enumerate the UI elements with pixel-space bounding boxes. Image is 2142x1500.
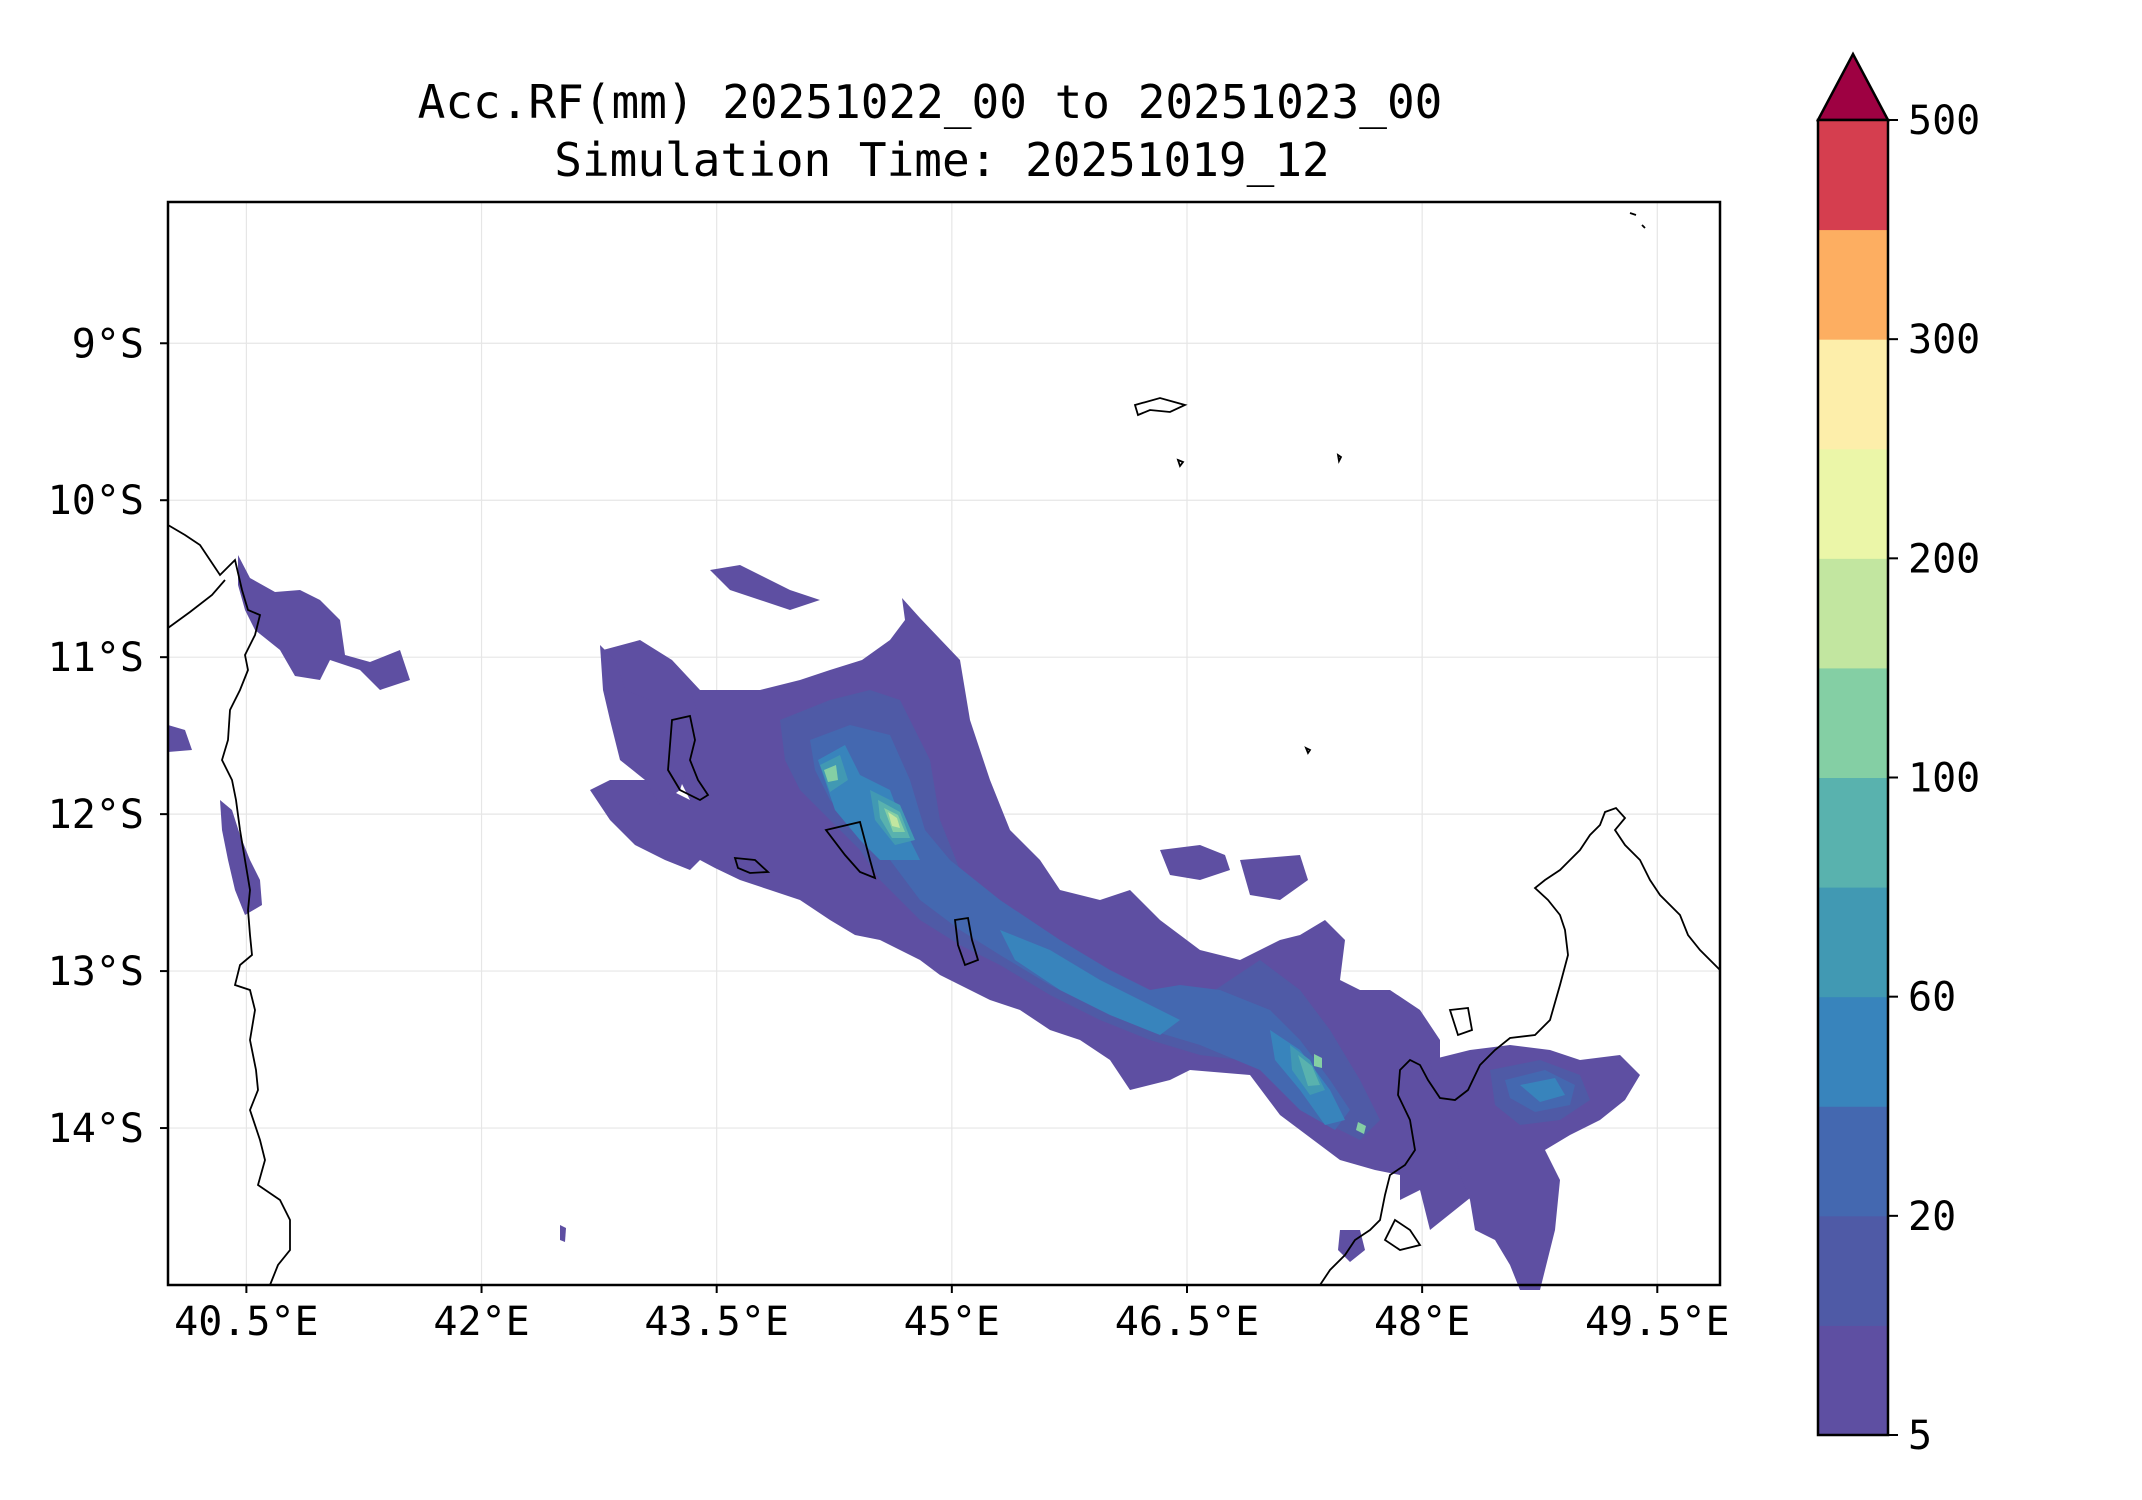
colorbar-segment (1818, 887, 1888, 998)
map-panel: 40.5°E 42°E 43.5°E 45°E 46.5°E 48°E 49.5°E 9°S… (48, 200, 1730, 1345)
y-tick-label: 10°S (48, 478, 144, 524)
title-line-2: Simulation Time: 20251019_12 (554, 133, 1329, 187)
x-tick-label: 49.5°E (1585, 1299, 1730, 1345)
coast-mayotte (954, 916, 980, 967)
colorbar-tick-label: 200 (1908, 536, 1980, 582)
colorbar-segment (1818, 1215, 1888, 1326)
rainfall-field (168, 555, 1640, 1290)
x-tick-label: 40.5°E (174, 1299, 319, 1345)
rain-patch-comoros-west (600, 645, 700, 805)
coast-africa-mainland (167, 524, 291, 1286)
rain-band-east (1430, 1045, 1640, 1290)
y-tick-label: 11°S (48, 635, 144, 681)
colorbar: 5 20 60 100 200 300 500 (1815, 51, 1980, 1459)
colorbar-segment (1818, 1325, 1888, 1436)
x-tick-label: 48°E (1374, 1299, 1470, 1345)
colorbar-segment (1818, 1106, 1888, 1217)
coast-mwali (733, 856, 771, 874)
colorbar-segment (1818, 996, 1888, 1107)
rain-level-3 (810, 725, 1350, 1130)
rain-patch-west-coast (220, 800, 262, 915)
x-tick-label: 46.5°E (1115, 1299, 1260, 1345)
rain-patch-small-3 (1160, 845, 1230, 880)
rain-level-7c (1314, 1054, 1322, 1068)
colorbar-segment (1818, 229, 1888, 340)
coast-aldabra (1133, 397, 1188, 417)
rain-level-8 (888, 812, 900, 828)
colorbar-segment (1818, 558, 1888, 669)
colorbar-tick-label: 100 (1908, 756, 1980, 802)
colorbar-segment (1818, 120, 1888, 231)
rain-patch-northwest (238, 555, 410, 690)
y-tick-label: 9°S (72, 321, 144, 367)
title-line-1: Acc.RF(mm) 20251022_00 to 20251023_00 (418, 75, 1443, 129)
colorbar-segment (1818, 448, 1888, 559)
coast-nosy-be (1448, 1007, 1474, 1037)
rain-level-4d (1520, 1078, 1565, 1102)
rain-patch-small-1 (710, 565, 820, 610)
colorbar-tick-label: 300 (1908, 317, 1980, 363)
coast-cosmoledo (1336, 453, 1343, 464)
y-tick-label: 13°S (48, 949, 144, 995)
colorbar-segment (1818, 667, 1888, 778)
y-axis: 9°S 10°S 11°S 12°S 13°S 14°S (48, 321, 168, 1152)
x-axis: 40.5°E 42°E 43.5°E 45°E 46.5°E 48°E 49.5°E (174, 1285, 1730, 1345)
rain-patch-small-4 (1240, 855, 1308, 900)
y-tick-label: 14°S (48, 1106, 144, 1152)
x-tick-label: 45°E (904, 1299, 1000, 1345)
coast-africa-north (167, 579, 226, 629)
colorbar-segment (1818, 777, 1888, 888)
colorbar-extend-triangle (1815, 51, 1891, 122)
coast-ngazidja (667, 714, 710, 802)
colorbar-tick-label: 500 (1908, 98, 1980, 144)
rain-level-4b (1000, 930, 1180, 1035)
rain-level-6b (1298, 1055, 1320, 1086)
coastlines (167, 212, 1721, 1286)
y-tick-label: 12°S (48, 792, 144, 838)
x-tick-label: 42°E (433, 1299, 529, 1345)
coast-assumption (1176, 458, 1185, 468)
map-frame (166, 200, 1722, 1287)
coast-ndzuwani (824, 820, 877, 880)
rain-level-7d (1356, 1122, 1366, 1134)
coast-islet-ne (1629, 212, 1646, 229)
rain-patch-small-6 (560, 1225, 566, 1242)
coast-madagascar-inner (1383, 1218, 1422, 1251)
coast-madagascar (1319, 806, 1721, 1286)
colorbar-tick-label: 60 (1908, 975, 1956, 1021)
rain-patch-small-2 (168, 725, 192, 752)
colorbar-segment (1818, 339, 1888, 450)
colorbar-tick-label: 5 (1908, 1413, 1932, 1459)
coast-islet (1304, 746, 1312, 755)
x-tick-label: 43.5°E (644, 1299, 789, 1345)
rain-level-7b (824, 765, 838, 782)
colorbar-tick-label: 20 (1908, 1194, 1956, 1240)
